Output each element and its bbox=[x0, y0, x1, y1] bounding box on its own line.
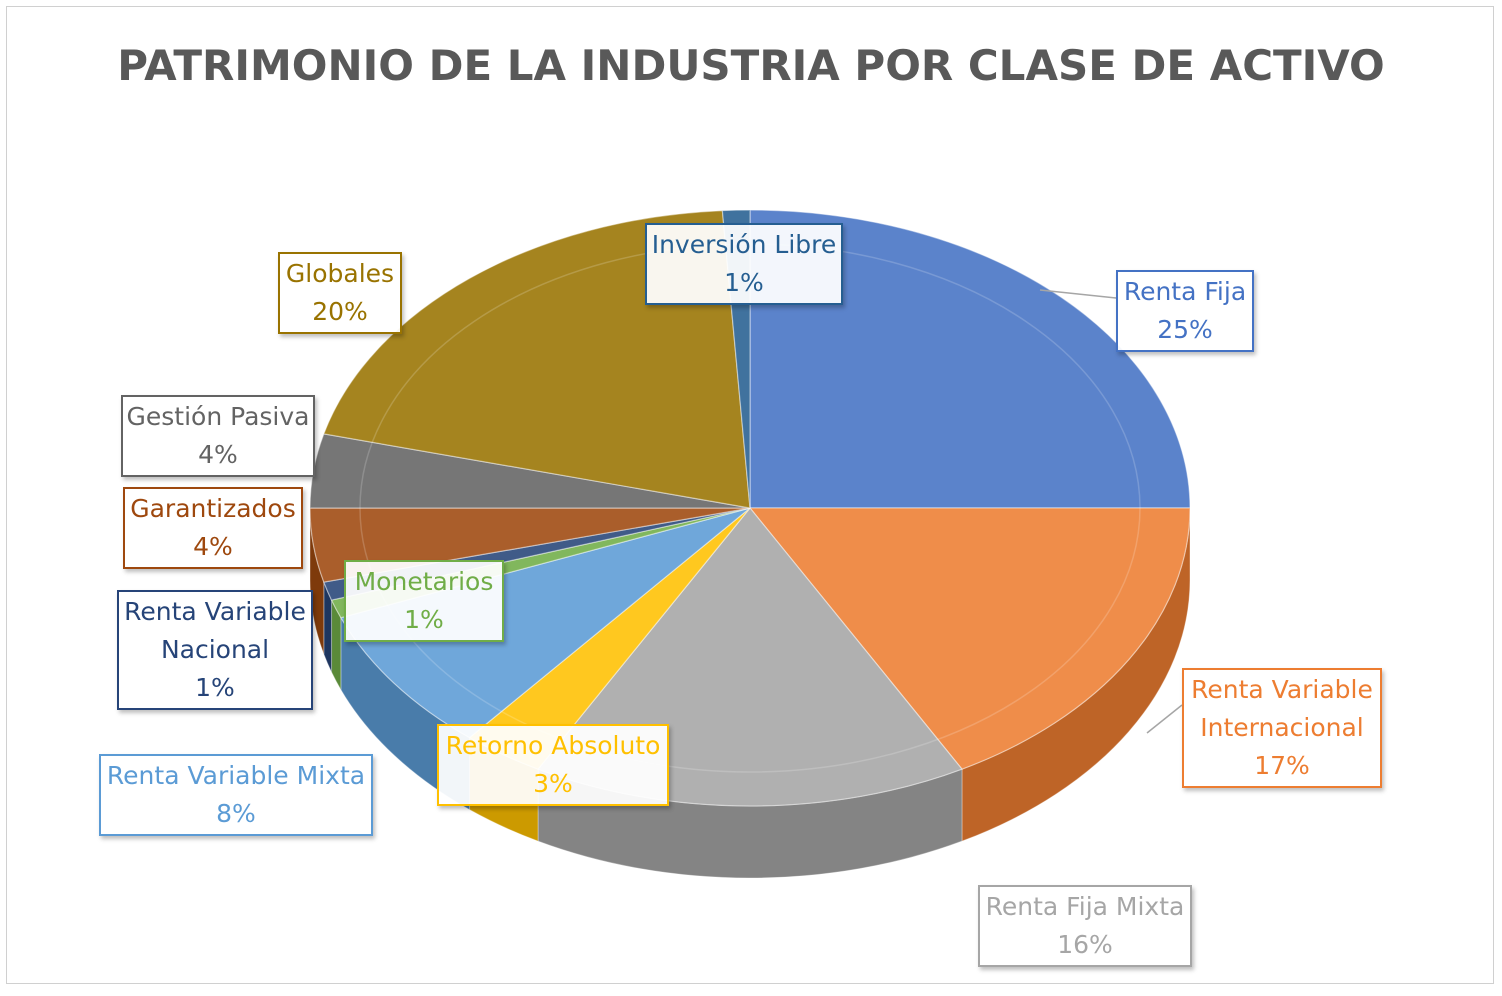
data-label-value: 4% bbox=[193, 532, 233, 561]
data-label-value: 8% bbox=[216, 799, 256, 828]
data-label-gestion-pasiva: Gestión Pasiva 4% bbox=[121, 395, 315, 477]
leader-line-renta-variable-internacional bbox=[1146, 704, 1183, 734]
data-label-name: Renta Fija bbox=[1123, 277, 1247, 306]
data-label-name: Nacional bbox=[160, 635, 270, 664]
data-label-name: Retorno Absoluto bbox=[445, 731, 661, 760]
data-label-name: Renta Variable bbox=[1191, 675, 1373, 704]
leader-line-renta-fija bbox=[1039, 289, 1117, 299]
data-label-value: 16% bbox=[1057, 930, 1113, 959]
data-label-value: 17% bbox=[1254, 751, 1310, 780]
data-label-renta-variable-nacional: Renta Variable Nacional 1% bbox=[117, 590, 313, 710]
data-label-name: Monetarios bbox=[354, 567, 494, 596]
data-label-renta-variable-internacional: Renta Variable Internacional 17% bbox=[1182, 668, 1382, 788]
data-label-name: Renta Variable Mixta bbox=[106, 761, 366, 790]
data-label-name: Internacional bbox=[1200, 713, 1364, 742]
data-label-name: Renta Fija Mixta bbox=[985, 892, 1185, 921]
slice-renta-variable-internacional bbox=[748, 507, 1191, 770]
data-label-monetarios: Monetarios 1% bbox=[344, 560, 504, 642]
data-label-renta-variable-mixta: Renta Variable Mixta 8% bbox=[99, 754, 373, 836]
chart-title: PATRIMONIO DE LA INDUSTRIA POR CLASE DE … bbox=[117, 41, 1385, 90]
data-label-name: Renta Variable bbox=[124, 597, 306, 626]
data-label-garantizados: Garantizados 4% bbox=[123, 487, 303, 569]
data-label-name: Garantizados bbox=[130, 494, 296, 523]
data-label-name: Gestión Pasiva bbox=[126, 402, 310, 431]
data-label-inversion-libre: Inversión Libre 1% bbox=[645, 223, 843, 305]
data-label-renta-fija: Renta Fija 25% bbox=[1116, 270, 1254, 352]
data-label-globales: Globales 20% bbox=[278, 252, 402, 334]
data-label-value: 4% bbox=[198, 440, 238, 469]
data-label-name: Globales bbox=[285, 259, 395, 288]
data-label-value: 25% bbox=[1157, 315, 1213, 344]
data-label-renta-fija-mixta: Renta Fija Mixta 16% bbox=[978, 885, 1192, 967]
data-label-value: 1% bbox=[195, 673, 235, 702]
data-label-value: 1% bbox=[724, 268, 764, 297]
data-label-value: 1% bbox=[404, 605, 444, 634]
data-label-name: Inversión Libre bbox=[651, 230, 837, 259]
data-label-retorno-absoluto: Retorno Absoluto 3% bbox=[437, 724, 669, 806]
data-label-value: 20% bbox=[312, 297, 368, 326]
slice-renta-fija bbox=[749, 209, 1191, 509]
data-label-value: 3% bbox=[533, 769, 573, 798]
slice-globales bbox=[323, 209, 751, 509]
